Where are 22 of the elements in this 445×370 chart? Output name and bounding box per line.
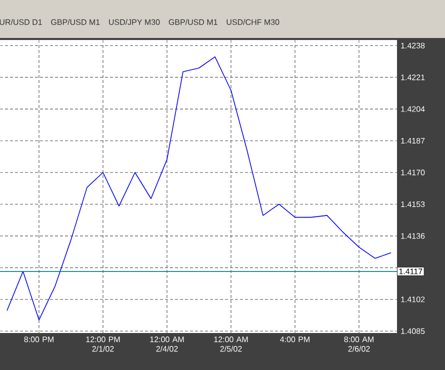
y-tick-label: 1.4170 bbox=[401, 170, 425, 176]
text: USD/CHF M30 bbox=[226, 19, 280, 25]
y-tick-label: 1.4238 bbox=[401, 42, 425, 48]
text: USD/JPY M30 bbox=[109, 19, 160, 25]
x-tick-label: 12:00 AM 2/4/02 bbox=[150, 336, 184, 352]
x-tick-label: 8:00 AM 2/6/02 bbox=[344, 336, 374, 352]
text: UR/USD D1 bbox=[0, 19, 42, 25]
x-tick-label: 8:00 PM bbox=[24, 336, 54, 342]
y-tick-label: 1.4204 bbox=[401, 106, 425, 112]
line-series bbox=[6, 56, 392, 320]
y-tick-label: 1.4102 bbox=[401, 296, 425, 302]
y-tick-label: 1.4187 bbox=[401, 138, 425, 144]
x-tick-label: 4:00 PM bbox=[280, 336, 310, 342]
x-tick-label: 12:00 AM 2/5/02 bbox=[214, 336, 248, 352]
y-tick-label: 1.4136 bbox=[401, 233, 425, 239]
y-tick-label: 1.4153 bbox=[401, 201, 425, 208]
ref-line-label: 1.4117 bbox=[399, 268, 422, 274]
text: GBP/USD M1 bbox=[168, 19, 218, 25]
text: GBP/USD M1 bbox=[51, 19, 100, 25]
x-tick-label: 12:00 PM 2/1/02 bbox=[86, 336, 120, 352]
y-tick-label: 1.4085 bbox=[401, 328, 425, 334]
y-tick-label: 1.4221 bbox=[401, 74, 425, 80]
